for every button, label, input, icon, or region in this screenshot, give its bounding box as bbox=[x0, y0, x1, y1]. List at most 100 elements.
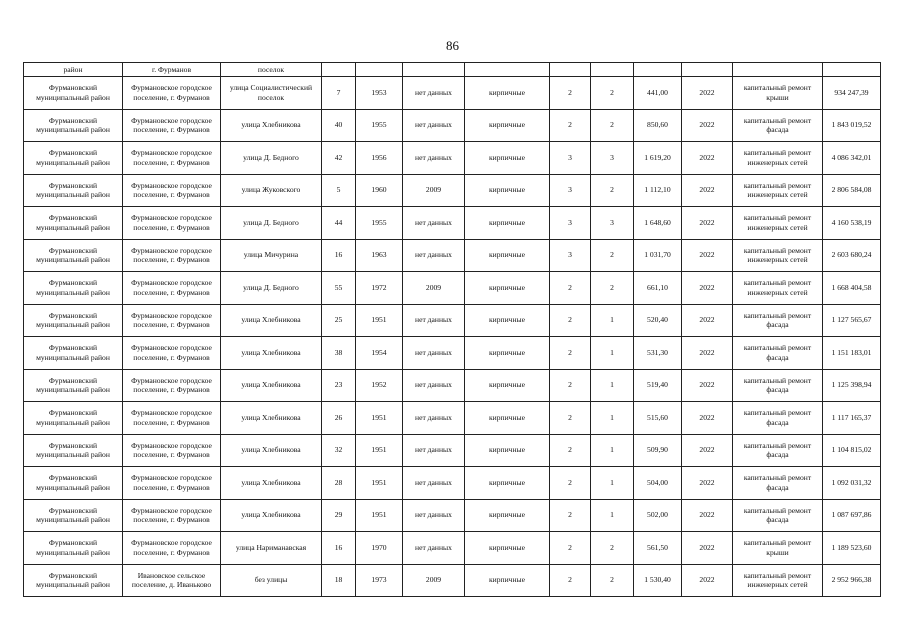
table-row: Фурмановский муниципальный район Фурманов… bbox=[23, 498, 881, 532]
cell-repair-year: 2022 bbox=[681, 173, 733, 207]
table-row: Фурмановский муниципальный район Фурманов… bbox=[23, 173, 881, 207]
cell-overhaul-year: нет данных bbox=[402, 303, 465, 337]
table-row: Фурмановский муниципальный район Фурманов… bbox=[23, 141, 881, 175]
table-row: Фурмановский муниципальный район Ивановск… bbox=[23, 563, 881, 597]
table-row: Фурмановский муниципальный район Фурманов… bbox=[23, 368, 881, 402]
cell-build-year: 1951 bbox=[355, 498, 403, 532]
cell-area: 441,00 bbox=[633, 76, 682, 110]
cell-repair-year: 2022 bbox=[681, 303, 733, 337]
cell-repair-type: капитальный ремонт инженерных сетей bbox=[732, 271, 823, 305]
cell-repair-year: 2022 bbox=[681, 466, 733, 500]
cell-build-year: 1955 bbox=[355, 206, 403, 240]
cell-house-number: 40 bbox=[321, 108, 356, 142]
cell-area: 850,60 bbox=[633, 108, 682, 142]
cell-wall-material: кирпичные bbox=[464, 336, 550, 370]
cell-repair-type: капитальный ремонт инженерных сетей bbox=[732, 206, 823, 240]
cell-repair-type: капитальный ремонт фасада bbox=[732, 336, 823, 370]
cell-cost: 1 092 031,32 bbox=[822, 466, 881, 500]
cell-street: улица Хлебникова bbox=[220, 498, 322, 532]
cell-entrances: 1 bbox=[590, 433, 634, 467]
cell-repair-type: капитальный ремонт инженерных сетей bbox=[732, 238, 823, 272]
cell-area: 504,00 bbox=[633, 466, 682, 500]
cell-area: 1 619,20 bbox=[633, 141, 682, 175]
cell-overhaul-year: 2009 bbox=[402, 563, 465, 597]
cell-entrances: 3 bbox=[590, 141, 634, 175]
cell-street: поселок bbox=[220, 62, 322, 77]
cell-build-year: 1960 bbox=[355, 173, 403, 207]
cell-settlement: Фурмановское городское поселение, г. Фур… bbox=[122, 368, 221, 402]
cell-cost: 1 104 815,02 bbox=[822, 433, 881, 467]
housing-repair-table: район г. Фурманов поселок Фурмановский муни… bbox=[23, 62, 881, 597]
cell-area: 502,00 bbox=[633, 498, 682, 532]
cell-repair-year: 2022 bbox=[681, 206, 733, 240]
cell-repair-year bbox=[681, 62, 733, 77]
cell-street: улица Д. Бедного bbox=[220, 206, 322, 240]
cell-build-year: 1973 bbox=[355, 563, 403, 597]
table-row: Фурмановский муниципальный район Фурманов… bbox=[23, 108, 881, 142]
cell-floors: 2 bbox=[549, 336, 591, 370]
cell-overhaul-year: нет данных bbox=[402, 336, 465, 370]
cell-repair-type: капитальный ремонт инженерных сетей bbox=[732, 141, 823, 175]
cell-wall-material: кирпичные bbox=[464, 368, 550, 402]
cell-district: Фурмановский муниципальный район bbox=[23, 206, 123, 240]
cell-district: Фурмановский муниципальный район bbox=[23, 271, 123, 305]
cell-wall-material: кирпичные bbox=[464, 271, 550, 305]
cell-district: Фурмановский муниципальный район bbox=[23, 238, 123, 272]
cell-area: 515,60 bbox=[633, 401, 682, 435]
cell-settlement: Фурмановское городское поселение, г. Фур… bbox=[122, 173, 221, 207]
cell-build-year: 1953 bbox=[355, 76, 403, 110]
cell-floors: 2 bbox=[549, 466, 591, 500]
cell-repair-type: капитальный ремонт крыши bbox=[732, 531, 823, 565]
cell-repair-type: капитальный ремонт фасада bbox=[732, 368, 823, 402]
cell-cost: 1 668 404,58 bbox=[822, 271, 881, 305]
table-row: Фурмановский муниципальный район Фурманов… bbox=[23, 206, 881, 240]
cell-house-number: 18 bbox=[321, 563, 356, 597]
cell-overhaul-year: нет данных bbox=[402, 466, 465, 500]
cell-wall-material bbox=[464, 62, 550, 77]
cell-district: район bbox=[23, 62, 123, 77]
cell-area: 561,50 bbox=[633, 531, 682, 565]
cell-settlement: Фурмановское городское поселение, г. Фур… bbox=[122, 401, 221, 435]
cell-street: улица Хлебникова bbox=[220, 336, 322, 370]
cell-overhaul-year: нет данных bbox=[402, 206, 465, 240]
cell-street: улица Хлебникова bbox=[220, 433, 322, 467]
cell-build-year: 1963 bbox=[355, 238, 403, 272]
cell-area: 531,30 bbox=[633, 336, 682, 370]
cell-district: Фурмановский муниципальный район bbox=[23, 563, 123, 597]
table-row: Фурмановский муниципальный район Фурманов… bbox=[23, 336, 881, 370]
cell-repair-type bbox=[732, 62, 823, 77]
cell-street: улица Д. Бедного bbox=[220, 141, 322, 175]
cell-overhaul-year bbox=[402, 62, 465, 77]
cell-overhaul-year: 2009 bbox=[402, 271, 465, 305]
cell-house-number: 28 bbox=[321, 466, 356, 500]
table-row: Фурмановский муниципальный район Фурманов… bbox=[23, 271, 881, 305]
cell-repair-type: капитальный ремонт крыши bbox=[732, 76, 823, 110]
cell-build-year: 1952 bbox=[355, 368, 403, 402]
cell-wall-material: кирпичные bbox=[464, 303, 550, 337]
cell-district: Фурмановский муниципальный район bbox=[23, 173, 123, 207]
cell-house-number: 26 bbox=[321, 401, 356, 435]
cell-district: Фурмановский муниципальный район bbox=[23, 401, 123, 435]
cell-street: улица Мичурина bbox=[220, 238, 322, 272]
cell-street: улица Д. Бедного bbox=[220, 271, 322, 305]
cell-wall-material: кирпичные bbox=[464, 76, 550, 110]
cell-repair-type: капитальный ремонт инженерных сетей bbox=[732, 563, 823, 597]
cell-house-number: 23 bbox=[321, 368, 356, 402]
cell-street: улица Жуковского bbox=[220, 173, 322, 207]
cell-build-year: 1972 bbox=[355, 271, 403, 305]
cell-cost: 2 806 584,08 bbox=[822, 173, 881, 207]
cell-cost: 2 952 966,38 bbox=[822, 563, 881, 597]
cell-district: Фурмановский муниципальный район bbox=[23, 498, 123, 532]
cell-repair-type: капитальный ремонт фасада bbox=[732, 401, 823, 435]
cell-area: 519,40 bbox=[633, 368, 682, 402]
cell-district: Фурмановский муниципальный район bbox=[23, 303, 123, 337]
cell-wall-material: кирпичные bbox=[464, 108, 550, 142]
cell-settlement: Фурмановское городское поселение, г. Фур… bbox=[122, 336, 221, 370]
cell-wall-material: кирпичные bbox=[464, 498, 550, 532]
cell-district: Фурмановский муниципальный район bbox=[23, 531, 123, 565]
cell-settlement: Фурмановское городское поселение, г. Фур… bbox=[122, 141, 221, 175]
cell-entrances: 2 bbox=[590, 108, 634, 142]
cell-repair-year: 2022 bbox=[681, 336, 733, 370]
cell-settlement: Ивановское сельское поселение, д. Иваньк… bbox=[122, 563, 221, 597]
cell-repair-type: капитальный ремонт фасада bbox=[732, 108, 823, 142]
